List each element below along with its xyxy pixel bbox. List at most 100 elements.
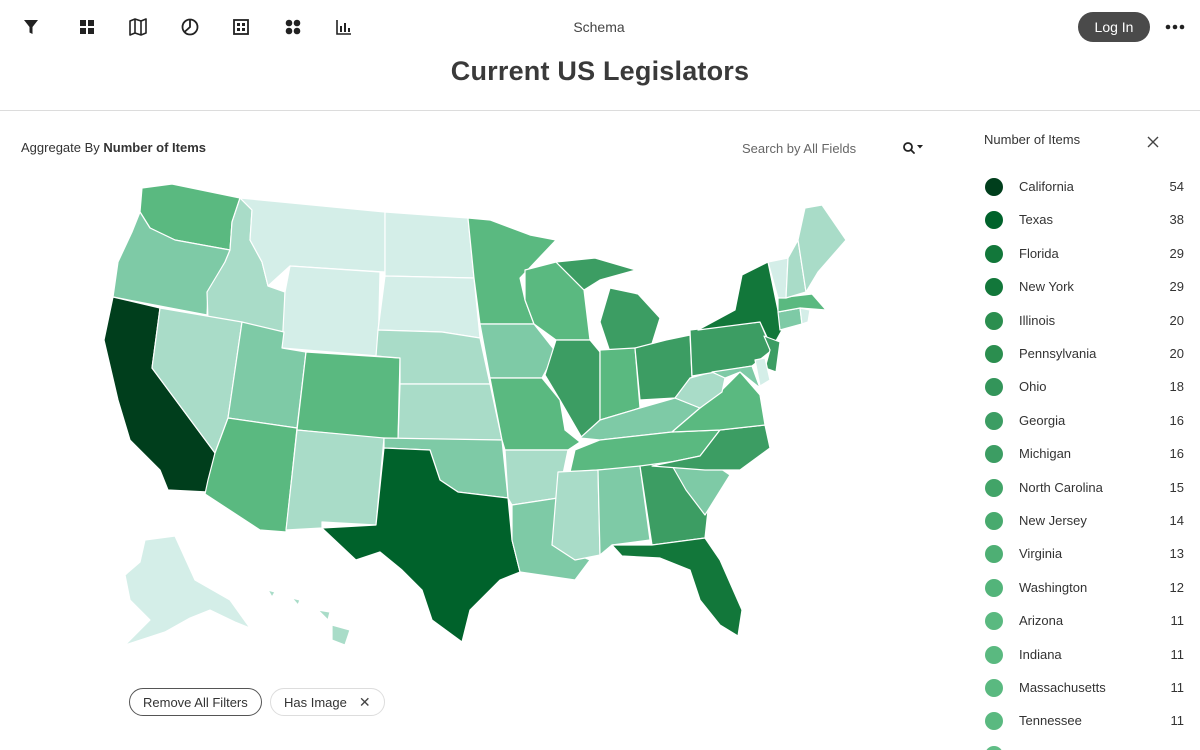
legend-item-washington[interactable]: Washington 12 [960, 572, 1200, 605]
legend-item-indiana[interactable]: Indiana 11 [960, 639, 1200, 672]
legend-item-count: 29 [1169, 279, 1184, 295]
legend-swatch [985, 512, 1003, 530]
close-icon[interactable]: ✕ [358, 693, 371, 710]
legend-item-name: Virginia [1019, 546, 1063, 562]
page-title: Current US Legislators [450, 56, 750, 86]
legend-item-ohio[interactable]: Ohio 18 [960, 371, 1200, 404]
legend-item-name: California [1019, 179, 1074, 194]
state-texas[interactable] [321, 447, 521, 643]
legend-item-massachusetts[interactable]: Massachusetts 11 [960, 672, 1200, 705]
bar-chart-icon[interactable] [331, 14, 357, 40]
legend-item-georgia[interactable]: Georgia 16 [960, 405, 1200, 438]
legend-item-north-carolina[interactable]: North Carolina 15 [960, 472, 1200, 505]
legend-item-florida[interactable]: Florida 29 [960, 238, 1200, 271]
remove-all-filters-label: Remove All Filters [143, 694, 248, 710]
legend-item-count: 16 [1169, 412, 1184, 428]
legend-item-count: 11 [1170, 680, 1185, 695]
state-hawaii[interactable] [267, 589, 351, 646]
state-kansas[interactable] [397, 383, 503, 441]
aggregate-prefix: Aggregate By [21, 140, 100, 155]
legend-swatch [985, 445, 1003, 464]
state-delaware[interactable] [754, 357, 771, 387]
legend-item-tennessee[interactable]: Tennessee 11 [960, 705, 1200, 738]
legend-panel: Number of Items California 54 Texas 38 Flo… [960, 111, 1200, 750]
schema-link[interactable]: Schema [573, 19, 625, 35]
state-rhodeisland[interactable] [799, 307, 811, 325]
search-box [730, 134, 930, 162]
legend-item-texas[interactable]: Texas 38 [960, 204, 1200, 237]
legend-item-name: Michigan [1019, 446, 1072, 462]
grid-view-icon[interactable] [74, 14, 100, 40]
aggregate-value[interactable]: Number of Items [103, 140, 206, 155]
state-florida[interactable] [611, 537, 743, 637]
state-northcarolina[interactable] [651, 424, 771, 471]
legend-item-virginia[interactable]: Virginia 13 [960, 538, 1200, 571]
state-northdakota[interactable] [384, 211, 475, 279]
legend-item-name: Ohio [1019, 379, 1047, 395]
state-colorado[interactable] [296, 351, 401, 441]
legend-item-name: North Carolina [1019, 479, 1103, 495]
close-icon[interactable] [1146, 135, 1160, 149]
legend-title: Number of Items [984, 132, 1081, 147]
map-view-icon[interactable] [125, 14, 151, 40]
legend-item-count: 16 [1169, 446, 1184, 462]
legend-item-count: 11 [1170, 713, 1185, 729]
state-minnesota[interactable] [467, 217, 557, 325]
filter-icon[interactable] [18, 14, 44, 40]
legend-item-pennsylvania[interactable]: Pennsylvania 20 [960, 338, 1200, 371]
us-states-map[interactable] [100, 176, 860, 656]
legend-item-name: New York [1019, 279, 1074, 295]
pie-view-icon[interactable] [177, 14, 203, 40]
filter-chip-label: Has Image [284, 694, 347, 710]
legend-swatch [985, 679, 1003, 697]
state-newmexico[interactable] [285, 429, 385, 531]
legend-item-name: Pennsylvania [1019, 346, 1097, 361]
state-alabama[interactable] [597, 465, 651, 556]
state-mississippi[interactable] [551, 469, 601, 561]
filter-chip[interactable]: Has Image ✕ [270, 688, 385, 716]
state-maine[interactable] [797, 204, 847, 293]
legend-swatch [985, 378, 1003, 397]
legend-swatch [985, 545, 1003, 564]
legend-item-name: Florida [1019, 245, 1059, 261]
remove-all-filters-button[interactable]: Remove All Filters [129, 688, 262, 716]
legend-item-count: 38 [1169, 212, 1184, 228]
legend-swatch [985, 244, 1003, 263]
state-newyork[interactable] [697, 261, 783, 349]
legend-item-count: 14 [1169, 513, 1184, 528]
state-wyoming[interactable] [281, 265, 381, 357]
legend-swatch [985, 278, 1003, 297]
state-missouri[interactable] [489, 377, 581, 451]
more-options-icon[interactable] [1162, 14, 1188, 40]
legend-item-new-york[interactable]: New York 29 [960, 271, 1200, 304]
legend-swatch [985, 645, 1003, 664]
legend-item-count: 20 [1169, 312, 1184, 328]
legend-item-name: Tennessee [1019, 713, 1082, 729]
legend-swatch [985, 578, 1003, 597]
legend-item-new-jersey[interactable]: New Jersey 14 [960, 505, 1200, 538]
state-newjersey[interactable] [763, 335, 781, 373]
legend-item-illinois[interactable]: Illinois 20 [960, 305, 1200, 338]
legend-item-arizona[interactable]: Arizona 11 [960, 605, 1200, 638]
table-view-icon[interactable] [228, 14, 254, 40]
legend-swatch [985, 612, 1003, 631]
login-button[interactable]: Log In [1078, 12, 1150, 42]
legend-item-count: 13 [1169, 546, 1184, 562]
aggregate-selector[interactable]: Aggregate By Number of Items [21, 140, 206, 155]
legend-swatch [985, 712, 1003, 731]
search-icon[interactable] [902, 140, 926, 156]
legend-item-name: Georgia [1019, 412, 1066, 428]
legend-item-name: New Jersey [1019, 513, 1087, 528]
state-southdakota[interactable] [377, 275, 481, 339]
legend-item-michigan[interactable]: Michigan 16 [960, 438, 1200, 471]
search-input[interactable] [730, 134, 890, 162]
legend-swatch [985, 345, 1003, 363]
legend-item-count: 54 [1169, 179, 1184, 194]
state-massachusetts[interactable] [777, 293, 827, 313]
legend-item-california[interactable]: California 54 [960, 171, 1200, 204]
legend-swatch [985, 745, 1003, 750]
state-alaska[interactable] [124, 535, 251, 646]
legend-item-partial[interactable] [960, 739, 1200, 750]
state-maryland[interactable] [711, 365, 761, 389]
cluster-view-icon[interactable] [280, 14, 306, 40]
